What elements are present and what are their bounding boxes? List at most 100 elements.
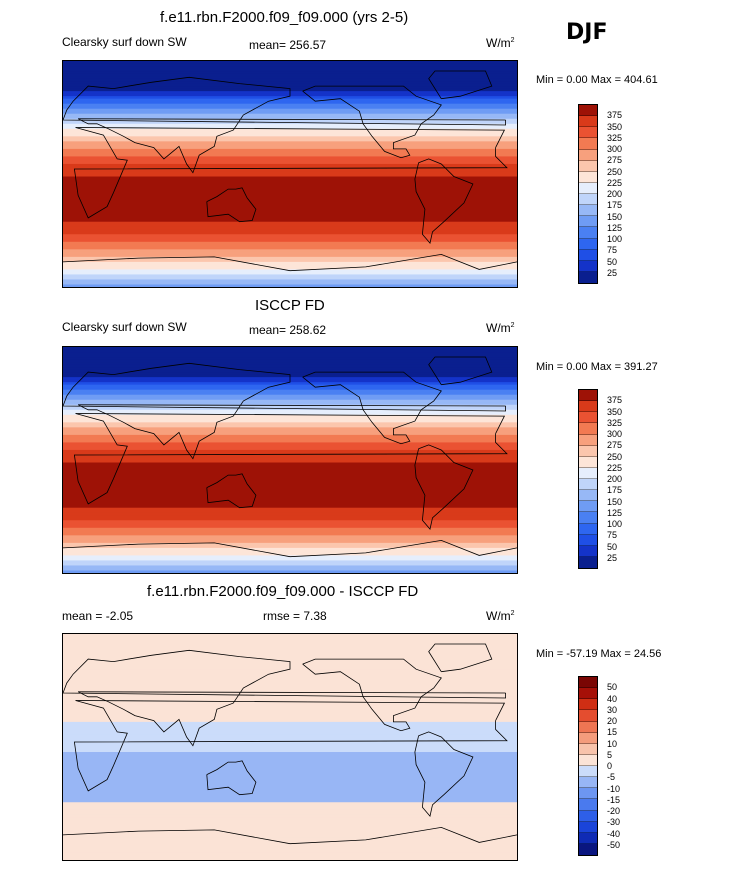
field-band (63, 354, 517, 358)
field-band (63, 364, 517, 368)
field-band (63, 156, 517, 160)
field-band (63, 837, 517, 841)
field-band (63, 394, 517, 398)
colorbar-segment (579, 545, 597, 557)
colorbar-tick-label: -30 (607, 817, 621, 828)
colorbar-segment (579, 479, 597, 491)
colorbar-tick-label: -50 (607, 839, 621, 850)
field-band (63, 251, 517, 255)
colorbar-segment (579, 512, 597, 524)
field-band (63, 372, 517, 376)
field-band (63, 146, 517, 150)
field-band (63, 367, 517, 371)
coastline (428, 70, 493, 100)
field-band (63, 256, 517, 260)
colorbar-segment (579, 766, 597, 778)
field-band (63, 226, 517, 230)
coastline (63, 362, 507, 460)
field-band (63, 389, 517, 393)
coastline (414, 158, 474, 244)
coastline (302, 658, 442, 732)
panel-2-title: ISCCP FD (255, 297, 325, 314)
colorbar-tick-label: 375 (607, 110, 623, 121)
panel-2-mean: mean= 258.62 (249, 323, 327, 337)
field-band (63, 654, 517, 658)
field-band (63, 530, 517, 534)
coastline (302, 85, 442, 159)
panel-2-colorbar (578, 389, 598, 569)
field-band (63, 570, 517, 573)
field-band (63, 434, 517, 438)
field-band (63, 141, 517, 145)
colorbar-segment (579, 116, 597, 128)
field-band (63, 696, 517, 700)
colorbar-segment (579, 227, 597, 239)
panel-2-minmax: Min = 0.00 Max = 391.27 (536, 361, 658, 373)
colorbar-segment (579, 249, 597, 261)
field-band (63, 444, 517, 449)
colorbar-segment (579, 216, 597, 228)
field-band (63, 63, 517, 67)
field-band (63, 219, 517, 223)
field-band (63, 204, 517, 208)
colorbar-tick-label: 300 (607, 144, 623, 154)
field-band (63, 196, 517, 200)
field-band (63, 352, 517, 356)
coastline (63, 253, 517, 272)
coastline (73, 413, 508, 505)
field-band (63, 500, 517, 504)
field-band (63, 824, 517, 828)
field-band (63, 744, 517, 748)
field-band (63, 179, 517, 183)
field-band (63, 532, 517, 536)
field-band (63, 123, 517, 127)
field-band (63, 711, 517, 715)
field-band (63, 429, 517, 433)
field-band (63, 731, 517, 736)
colorbar-segment (579, 743, 597, 755)
field-band (63, 686, 517, 690)
field-band (63, 510, 517, 514)
panel-3-mean: mean = -2.05 (62, 609, 134, 623)
colorbar-tick-label: 25 (607, 552, 618, 563)
field-band (63, 736, 517, 741)
panel-1-map-svg (63, 61, 517, 287)
panel-2-units: W/m2 (486, 321, 515, 335)
field-band (63, 271, 517, 276)
colorbar-segment (579, 423, 597, 435)
field-band (63, 246, 517, 250)
field-band (63, 772, 517, 776)
field-band (63, 724, 517, 728)
field-band (63, 729, 517, 733)
field-band (63, 854, 517, 859)
field-band (63, 567, 517, 572)
field-band (63, 562, 517, 567)
field-band (63, 274, 517, 278)
field-band (63, 241, 517, 245)
colorbar-segment (579, 843, 597, 855)
field-band (63, 545, 517, 549)
field-band (63, 472, 517, 476)
panel-1-minmax: Min = 0.00 Max = 404.61 (536, 74, 658, 86)
field-band (63, 86, 517, 90)
field-band (63, 794, 517, 798)
field-band (63, 462, 517, 466)
field-band (63, 424, 517, 428)
field-band (63, 126, 517, 130)
panel-3-minmax: Min = -57.19 Max = 24.56 (536, 648, 662, 660)
field-band (63, 98, 517, 102)
colorbar-segment (579, 490, 597, 502)
colorbar-segment (579, 401, 597, 413)
field-band (63, 133, 517, 137)
panel-1-units: W/m2 (486, 36, 515, 50)
colorbar-tick-label: 75 (607, 530, 618, 541)
colorbar-tick-label: 10 (607, 738, 618, 749)
field-band (63, 422, 517, 426)
field-band (63, 397, 517, 401)
field-band (63, 681, 517, 685)
field-band (63, 201, 517, 205)
colorbar-tick-label: 275 (607, 440, 623, 451)
field-band (63, 402, 517, 406)
field-band (63, 244, 517, 248)
field-band (63, 81, 517, 85)
